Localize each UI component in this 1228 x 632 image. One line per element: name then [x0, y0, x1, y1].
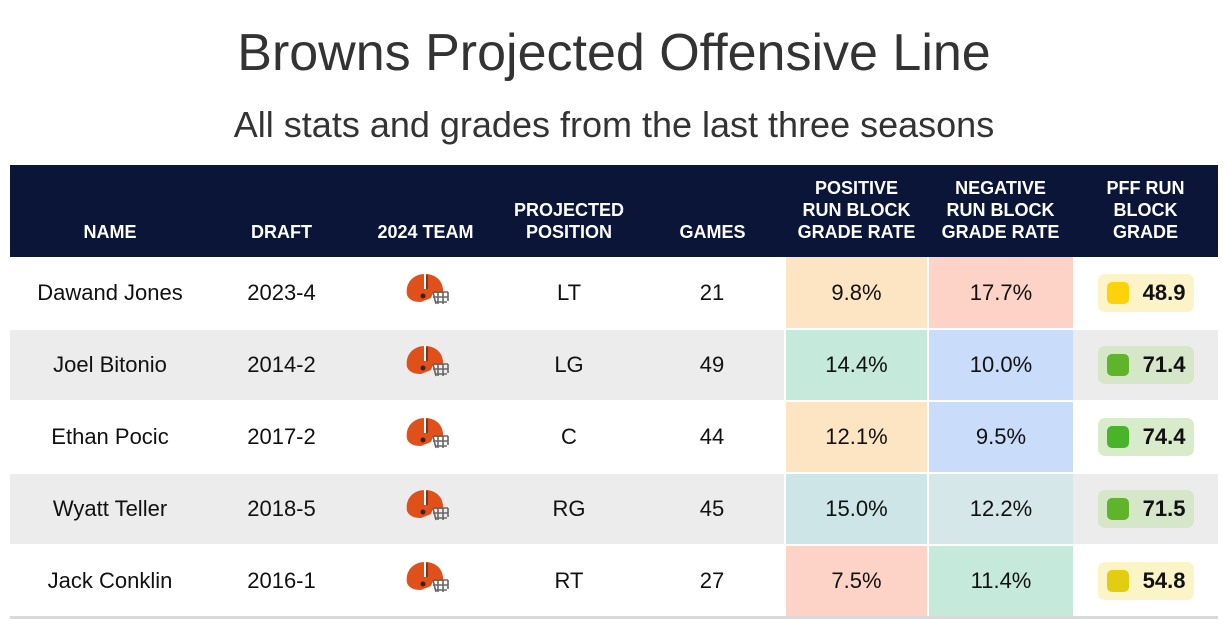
- grade-indicator-icon: [1106, 426, 1129, 448]
- header-games[interactable]: GAMES: [679, 222, 746, 242]
- header-pff-grade[interactable]: PFF RUN BLOCK GRADE: [1073, 165, 1218, 257]
- draft-pick: 2016-1: [210, 545, 353, 619]
- header-position-line1: PROJECTED: [513, 200, 625, 220]
- table-row: Joel Bitonio 2014-2 LG 49 14.4% 10.0% 71…: [10, 329, 1218, 402]
- header-pff-line1: PFF RUN: [1106, 178, 1185, 198]
- pff-grade-cell: 54.8: [1073, 545, 1218, 619]
- games-count: 49: [640, 329, 785, 402]
- pff-grade-cell: 71.4: [1073, 329, 1218, 402]
- cleveland-browns-helmet-icon: [406, 490, 449, 521]
- header-position[interactable]: PROJECTED POSITION: [498, 165, 640, 257]
- grade-indicator-icon: [1106, 281, 1129, 304]
- pff-grade-cell: 74.4: [1073, 401, 1218, 474]
- positive-run-block-rate: 14.4%: [784, 329, 928, 402]
- draft-pick: 2023-4: [210, 257, 353, 330]
- header-negative-rate[interactable]: NEGATIVE RUN BLOCK GRADE RATE: [928, 165, 1073, 257]
- table-row: Jack Conklin 2016-1 RT 27 7.5% 11.4% 54.…: [10, 545, 1218, 619]
- player-name: Wyatt Teller: [10, 473, 210, 546]
- team-cell: [353, 545, 498, 619]
- table-header-row: NAME DRAFT 2024 TEAM PROJECTED POSITION …: [10, 165, 1218, 257]
- player-name: Jack Conklin: [10, 545, 210, 619]
- pff-run-block-grade: 71.5: [1142, 496, 1186, 521]
- pff-run-block-grade: 48.9: [1142, 279, 1186, 305]
- pff-run-block-grade: 71.4: [1142, 352, 1186, 377]
- negative-run-block-rate: 17.7%: [927, 257, 1073, 330]
- projected-position: RG: [498, 473, 640, 546]
- grade-indicator-icon: [1106, 569, 1129, 592]
- pff-grade-cell: 48.9: [1073, 257, 1218, 330]
- team-cell: [353, 257, 498, 330]
- page-title: Browns Projected Offensive Line: [237, 24, 991, 82]
- negative-run-block-rate: 10.0%: [927, 329, 1073, 402]
- header-negative-line2: RUN BLOCK: [946, 200, 1055, 220]
- cleveland-browns-helmet-icon: [406, 346, 449, 377]
- grade-badge: 54.8: [1097, 561, 1194, 600]
- pff-grade-cell: 71.5: [1073, 473, 1218, 546]
- pff-run-block-grade: 74.4: [1142, 424, 1186, 449]
- pff-run-block-grade: 54.8: [1142, 567, 1186, 593]
- positive-run-block-rate: 9.8%: [784, 257, 928, 330]
- games-count: 27: [640, 545, 785, 619]
- table-body: Dawand Jones 2023-4 LT 21 9.8% 17.7% 48.…: [10, 257, 1218, 619]
- player-name: Joel Bitonio: [10, 329, 210, 402]
- header-name[interactable]: NAME: [83, 222, 137, 242]
- cleveland-browns-helmet-icon: [406, 418, 449, 449]
- grade-badge: 48.9: [1097, 273, 1194, 312]
- negative-run-block-rate: 12.2%: [927, 473, 1073, 546]
- header-team[interactable]: 2024 TEAM: [377, 222, 474, 242]
- header-positive-line1: POSITIVE: [814, 178, 899, 198]
- draft-pick: 2017-2: [210, 401, 353, 474]
- page-subtitle: All stats and grades from the last three…: [233, 104, 995, 145]
- positive-run-block-rate: 12.1%: [784, 401, 928, 474]
- negative-run-block-rate: 11.4%: [927, 545, 1073, 619]
- team-cell: [353, 329, 498, 402]
- projected-position: RT: [498, 545, 640, 619]
- grade-indicator-icon: [1106, 498, 1129, 520]
- header-negative-line3: GRADE RATE: [941, 222, 1060, 242]
- draft-pick: 2018-5: [210, 473, 353, 546]
- header-pff-line2: BLOCK: [1113, 200, 1178, 220]
- header-pff-line3: GRADE: [1112, 222, 1178, 242]
- projected-position: LG: [498, 329, 640, 402]
- offensive-line-table: NAME DRAFT 2024 TEAM PROJECTED POSITION …: [10, 165, 1218, 619]
- team-cell: [353, 473, 498, 546]
- table-row: Wyatt Teller 2018-5 RG 45 15.0% 12.2% 71…: [10, 473, 1218, 546]
- team-cell: [353, 401, 498, 474]
- grade-badge: 71.4: [1097, 346, 1194, 384]
- header-positive-line2: RUN BLOCK: [802, 200, 911, 220]
- header-negative-line1: NEGATIVE: [955, 178, 1046, 198]
- grade-badge: 71.5: [1097, 490, 1194, 528]
- projected-position: C: [498, 401, 640, 474]
- table-row: Ethan Pocic 2017-2 C 44 12.1% 9.5% 74.4: [10, 401, 1218, 474]
- grade-indicator-icon: [1106, 354, 1129, 376]
- player-name: Dawand Jones: [10, 257, 210, 330]
- cleveland-browns-helmet-icon: [406, 273, 449, 304]
- positive-run-block-rate: 7.5%: [784, 545, 928, 619]
- positive-run-block-rate: 15.0%: [784, 473, 928, 546]
- negative-run-block-rate: 9.5%: [927, 401, 1073, 474]
- header-positive-rate[interactable]: POSITIVE RUN BLOCK GRADE RATE: [785, 165, 928, 257]
- games-count: 44: [640, 401, 785, 474]
- header-positive-line3: GRADE RATE: [797, 222, 916, 242]
- games-count: 45: [640, 473, 785, 546]
- draft-pick: 2014-2: [210, 329, 353, 402]
- cleveland-browns-helmet-icon: [406, 561, 449, 592]
- player-name: Ethan Pocic: [10, 401, 210, 474]
- header-position-line2: POSITION: [525, 222, 612, 242]
- games-count: 21: [640, 257, 785, 330]
- grade-badge: 74.4: [1097, 418, 1194, 456]
- projected-position: LT: [498, 257, 640, 330]
- table-row: Dawand Jones 2023-4 LT 21 9.8% 17.7% 48.…: [10, 257, 1218, 330]
- header-draft[interactable]: DRAFT: [251, 222, 312, 242]
